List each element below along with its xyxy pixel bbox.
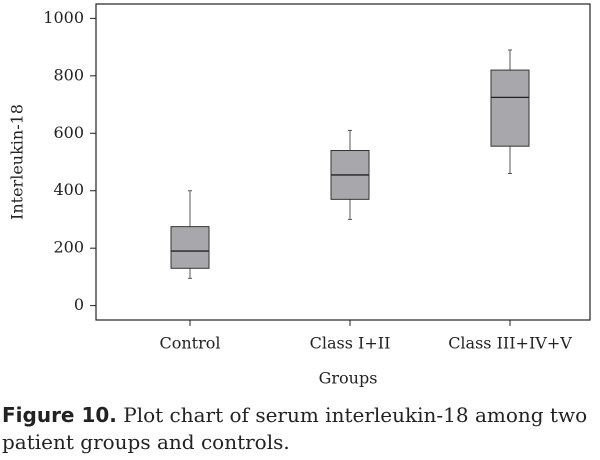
x-axis-label: Groups (319, 369, 378, 388)
y-tick-label: 0 (74, 295, 84, 314)
x-tick-label: Control (159, 334, 220, 353)
y-axis-label: Interleukin-18 (8, 104, 27, 220)
y-tick-label: 600 (53, 123, 84, 142)
box (170, 226, 210, 269)
y-tick-label: 800 (53, 65, 84, 84)
plot-frame (95, 3, 591, 321)
y-tick-label: 200 (53, 238, 84, 257)
y-tick-label: 1000 (43, 8, 84, 27)
caption-label: Figure 10. (2, 403, 117, 427)
chart: Interleukin-18 Groups 0 200 400 600 800 1000 C… (8, 3, 591, 388)
y-tick-label: 400 (53, 180, 84, 199)
x-tick-label: Class III+IV+V (448, 334, 572, 353)
caption: Figure 10. Plot chart of serum interleuk… (2, 402, 598, 456)
box (490, 69, 530, 147)
x-tick-label: Class I+II (310, 334, 391, 353)
caption-text: Plot chart of serum interleukin-18 among… (2, 403, 588, 454)
